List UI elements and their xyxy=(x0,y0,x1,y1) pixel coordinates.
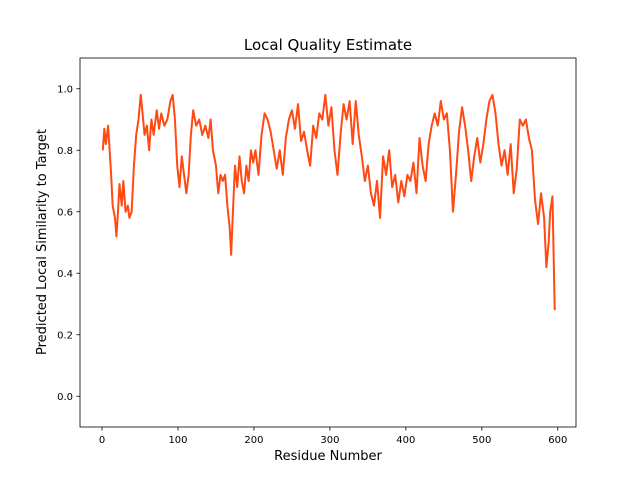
chart-title: Local Quality Estimate xyxy=(244,36,412,54)
x-tick-label: 600 xyxy=(548,435,567,446)
x-tick-label: 400 xyxy=(396,435,415,446)
x-tick-label: 0 xyxy=(99,435,105,446)
x-tick-label: 500 xyxy=(472,435,491,446)
y-tick-label: 0.6 xyxy=(57,207,73,218)
x-tick-label: 300 xyxy=(320,435,339,446)
y-tick-label: 0.4 xyxy=(57,269,73,280)
x-tick-label: 100 xyxy=(168,435,187,446)
data-line xyxy=(101,93,556,311)
x-axis-label: Residue Number xyxy=(274,449,382,464)
y-axis-label: Predicted Local Similarity to Target xyxy=(35,129,50,355)
plot-frame xyxy=(79,57,577,428)
y-tick-label: 0.2 xyxy=(57,330,73,341)
y-tick-label: 0.0 xyxy=(57,392,73,403)
x-tick-label: 200 xyxy=(244,435,263,446)
y-tick-label: 0.8 xyxy=(57,146,73,157)
y-tick-label: 1.0 xyxy=(57,84,73,95)
